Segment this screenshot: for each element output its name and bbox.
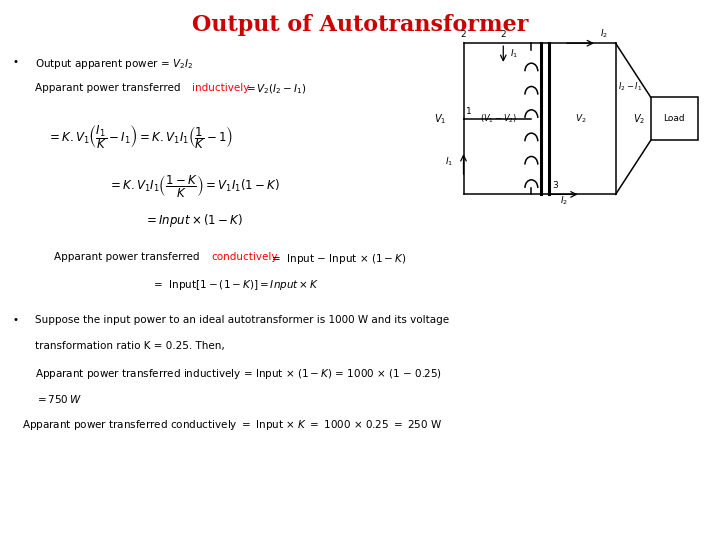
Text: $= \mathit{Input} \times (1 - K)$: $= \mathit{Input} \times (1 - K)$	[144, 212, 243, 228]
Text: $I_2$: $I_2$	[600, 28, 608, 40]
Text: $=\,$ Input $-$ Input $\times$ $(1 - K)$: $=\,$ Input $-$ Input $\times$ $(1 - K)$	[269, 252, 406, 266]
Text: Suppose the input power to an ideal autotransformer is 1000 W and its voltage: Suppose the input power to an ideal auto…	[35, 315, 449, 325]
Text: Apparant power transferred: Apparant power transferred	[35, 83, 184, 93]
Text: •: •	[13, 315, 19, 325]
Text: transformation ratio K = 0.25. Then,: transformation ratio K = 0.25. Then,	[35, 341, 225, 351]
Text: 2: 2	[461, 30, 467, 39]
Text: $= K.V_1\left(\dfrac{I_1}{K} - I_1\right) = K.V_1I_1\left(\dfrac{1}{K} - 1\right: $= K.V_1\left(\dfrac{I_1}{K} - I_1\right…	[47, 123, 233, 151]
Text: $V_1$: $V_1$	[434, 112, 446, 126]
Text: $= 750\, \mathit{W}$: $= 750\, \mathit{W}$	[35, 393, 81, 404]
Text: $(V_1-V_2)$: $(V_1-V_2)$	[480, 112, 518, 125]
Text: $I_1$: $I_1$	[446, 155, 454, 167]
Text: $=\,$ Input$[1 - (1 - K)] = \mathit{Input} \times K$: $=\,$ Input$[1 - (1 - K)] = \mathit{Inpu…	[151, 278, 319, 292]
Text: $V_2$: $V_2$	[633, 112, 645, 126]
Text: $= K.V_1I_1\left(\dfrac{1-K}{K}\right) = V_1I_1(1 - K)$: $= K.V_1I_1\left(\dfrac{1-K}{K}\right) =…	[108, 173, 280, 199]
Text: conductively: conductively	[211, 252, 277, 262]
Text: $V_2$: $V_2$	[575, 112, 586, 125]
Text: $I_1$: $I_1$	[510, 47, 518, 59]
Text: Apparant power transferred conductively $=$ Input $\times$ $K$ $=$ 1000 $\times$: Apparant power transferred conductively …	[22, 418, 442, 433]
Text: Output of Autotransformer: Output of Autotransformer	[192, 14, 528, 36]
Text: 1: 1	[466, 107, 472, 117]
Text: Output apparent power = $V_2I_2$: Output apparent power = $V_2I_2$	[35, 57, 193, 71]
Text: inductively: inductively	[192, 83, 249, 93]
Text: Load: Load	[663, 114, 685, 123]
Text: Apparant power transferred inductively = Input $\times$ $(1 - K)$ = 1000 $\times: Apparant power transferred inductively =…	[35, 367, 441, 381]
Bar	[651, 97, 698, 140]
Text: 3: 3	[552, 181, 558, 190]
Text: •: •	[13, 57, 19, 67]
Text: $I_2$: $I_2$	[560, 194, 568, 206]
Text: 2: 2	[500, 30, 506, 39]
Text: $= V_2(I_2 - I_1)$: $= V_2(I_2 - I_1)$	[244, 83, 307, 96]
Text: $I_2-I_1$: $I_2-I_1$	[618, 80, 642, 93]
Text: Apparant power transferred: Apparant power transferred	[54, 252, 203, 262]
